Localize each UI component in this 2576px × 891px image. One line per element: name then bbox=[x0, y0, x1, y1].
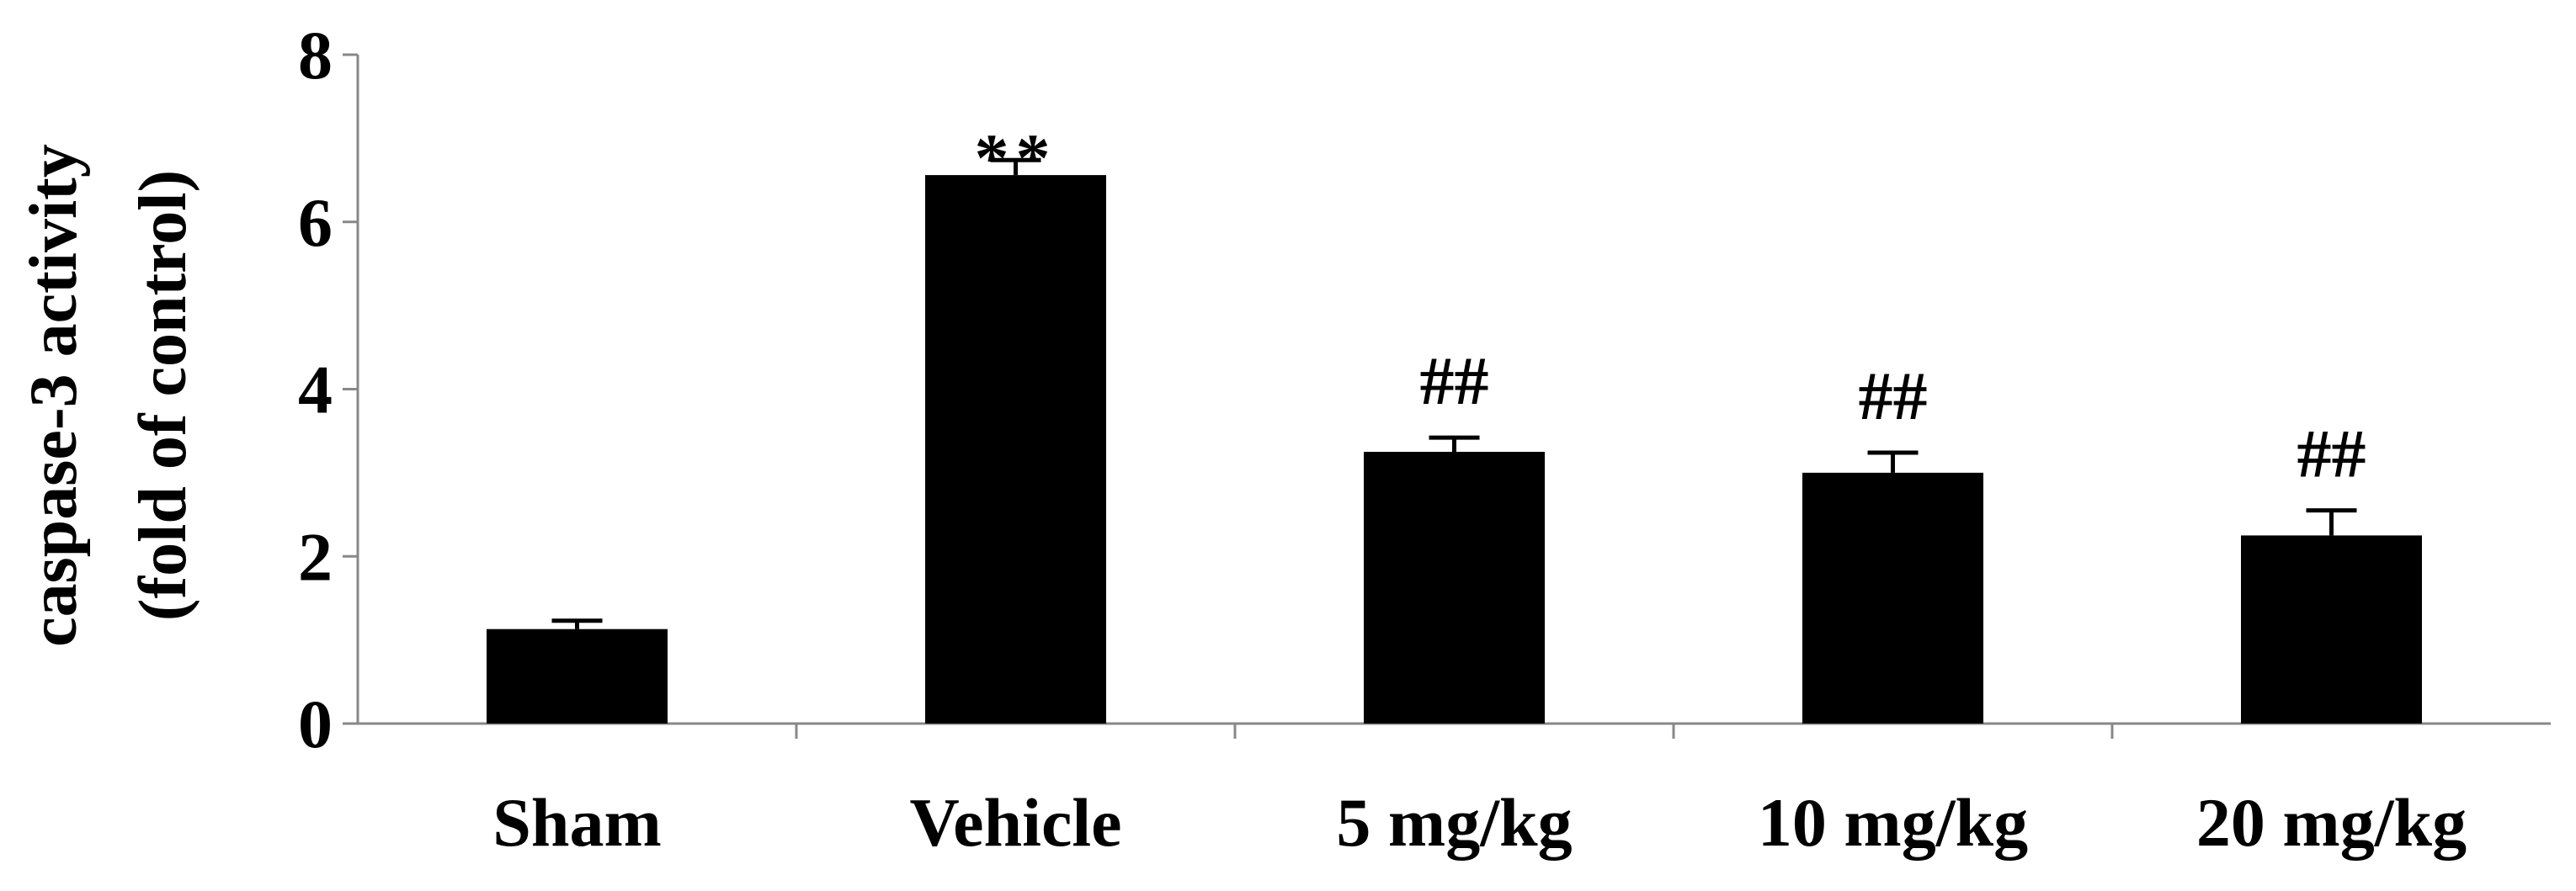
y-tick-label: 6 bbox=[298, 184, 333, 261]
significance-annotation: ## bbox=[2297, 416, 2366, 492]
bar bbox=[925, 175, 1106, 724]
bar bbox=[2241, 535, 2422, 724]
significance-annotation: ## bbox=[1420, 342, 1489, 419]
y-tick-label: 4 bbox=[298, 352, 333, 428]
y-axis-label-line-1: caspase-3 activity bbox=[17, 144, 91, 647]
y-tick-label: 8 bbox=[298, 17, 333, 93]
bar bbox=[1364, 452, 1545, 724]
y-axis-label: caspase-3 activity (fold of control) bbox=[17, 144, 200, 647]
bars bbox=[487, 157, 2422, 724]
x-category-label: 5 mg/kg bbox=[1336, 784, 1572, 861]
y-tick-label: 0 bbox=[298, 686, 333, 762]
x-category-label: 10 mg/kg bbox=[1758, 784, 2028, 861]
y-axis-label-line-2: (fold of control) bbox=[126, 170, 200, 621]
significance-annotation: ** bbox=[975, 119, 1057, 196]
x-category-label: Vehicle bbox=[909, 784, 1121, 861]
x-category-label: Sham bbox=[492, 784, 662, 861]
y-tick-label: 2 bbox=[298, 518, 333, 595]
significance-annotation: ## bbox=[1859, 358, 1928, 434]
axes: 0 2 4 6 8 bbox=[298, 17, 2551, 762]
labels: Sham ** Vehicle ## 5 mg/kg ## 10 mg/kg ## 20 mg/… bbox=[492, 119, 2467, 861]
bar bbox=[487, 628, 668, 724]
bar bbox=[1802, 472, 1983, 724]
x-category-label: 20 mg/kg bbox=[2196, 784, 2467, 861]
